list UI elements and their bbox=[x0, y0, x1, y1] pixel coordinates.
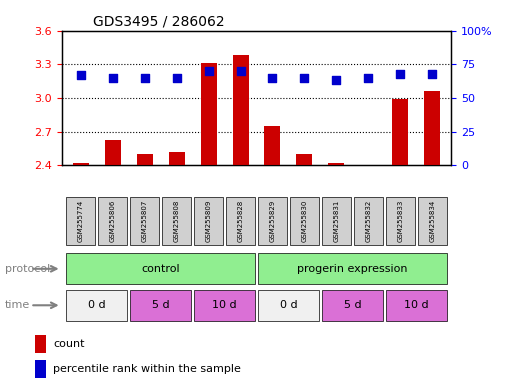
FancyBboxPatch shape bbox=[66, 253, 255, 284]
Text: progerin expression: progerin expression bbox=[297, 264, 408, 274]
Text: percentile rank within the sample: percentile rank within the sample bbox=[53, 364, 241, 374]
Bar bbox=[169, 152, 185, 165]
FancyBboxPatch shape bbox=[258, 290, 319, 321]
Point bbox=[236, 68, 245, 74]
Point bbox=[268, 74, 277, 81]
FancyBboxPatch shape bbox=[418, 197, 447, 245]
Text: 5 d: 5 d bbox=[344, 300, 361, 310]
Text: protocol: protocol bbox=[5, 264, 50, 274]
Point bbox=[364, 74, 372, 81]
Text: 5 d: 5 d bbox=[152, 300, 169, 310]
Text: time: time bbox=[5, 300, 30, 310]
Text: 0 d: 0 d bbox=[88, 300, 106, 310]
Text: GSM255774: GSM255774 bbox=[78, 200, 84, 242]
Text: GSM255807: GSM255807 bbox=[142, 200, 148, 242]
Text: 10 d: 10 d bbox=[212, 300, 237, 310]
FancyBboxPatch shape bbox=[386, 290, 447, 321]
FancyBboxPatch shape bbox=[386, 197, 415, 245]
FancyBboxPatch shape bbox=[66, 290, 127, 321]
Point bbox=[141, 74, 149, 81]
Point bbox=[332, 78, 341, 84]
Text: GSM255833: GSM255833 bbox=[397, 200, 403, 242]
Bar bbox=[105, 141, 121, 165]
Bar bbox=[201, 63, 216, 165]
Bar bbox=[424, 91, 440, 165]
FancyBboxPatch shape bbox=[194, 290, 255, 321]
FancyBboxPatch shape bbox=[322, 197, 351, 245]
Bar bbox=[297, 154, 312, 165]
Bar bbox=[35, 335, 46, 353]
Point bbox=[205, 68, 213, 74]
Text: 10 d: 10 d bbox=[404, 300, 428, 310]
Text: GSM255806: GSM255806 bbox=[110, 200, 116, 242]
FancyBboxPatch shape bbox=[66, 197, 95, 245]
Text: GSM255828: GSM255828 bbox=[238, 200, 244, 242]
FancyBboxPatch shape bbox=[130, 197, 159, 245]
FancyBboxPatch shape bbox=[130, 290, 191, 321]
FancyBboxPatch shape bbox=[162, 197, 191, 245]
Point bbox=[300, 74, 308, 81]
Bar bbox=[232, 55, 248, 165]
Point bbox=[428, 71, 437, 77]
FancyBboxPatch shape bbox=[290, 197, 319, 245]
Point bbox=[396, 71, 404, 77]
Text: GDS3495 / 286062: GDS3495 / 286062 bbox=[93, 14, 224, 28]
FancyBboxPatch shape bbox=[322, 290, 383, 321]
Text: 0 d: 0 d bbox=[280, 300, 297, 310]
FancyBboxPatch shape bbox=[258, 253, 447, 284]
Text: GSM255808: GSM255808 bbox=[173, 200, 180, 242]
Point bbox=[172, 74, 181, 81]
Bar bbox=[35, 360, 46, 378]
Text: GSM255829: GSM255829 bbox=[269, 200, 275, 242]
Text: control: control bbox=[141, 264, 180, 274]
Text: GSM255830: GSM255830 bbox=[302, 200, 307, 242]
Point bbox=[109, 74, 117, 81]
Text: GSM255831: GSM255831 bbox=[333, 200, 340, 242]
FancyBboxPatch shape bbox=[354, 197, 383, 245]
Bar bbox=[265, 126, 281, 165]
Bar bbox=[328, 163, 344, 165]
FancyBboxPatch shape bbox=[226, 197, 255, 245]
Bar bbox=[73, 163, 89, 165]
Bar bbox=[136, 154, 153, 165]
FancyBboxPatch shape bbox=[194, 197, 223, 245]
Text: GSM255834: GSM255834 bbox=[429, 200, 435, 242]
Bar bbox=[392, 99, 408, 165]
FancyBboxPatch shape bbox=[98, 197, 127, 245]
Text: GSM255809: GSM255809 bbox=[206, 200, 211, 242]
Text: count: count bbox=[53, 339, 85, 349]
FancyBboxPatch shape bbox=[258, 197, 287, 245]
Point bbox=[76, 72, 85, 78]
Text: GSM255832: GSM255832 bbox=[365, 200, 371, 242]
